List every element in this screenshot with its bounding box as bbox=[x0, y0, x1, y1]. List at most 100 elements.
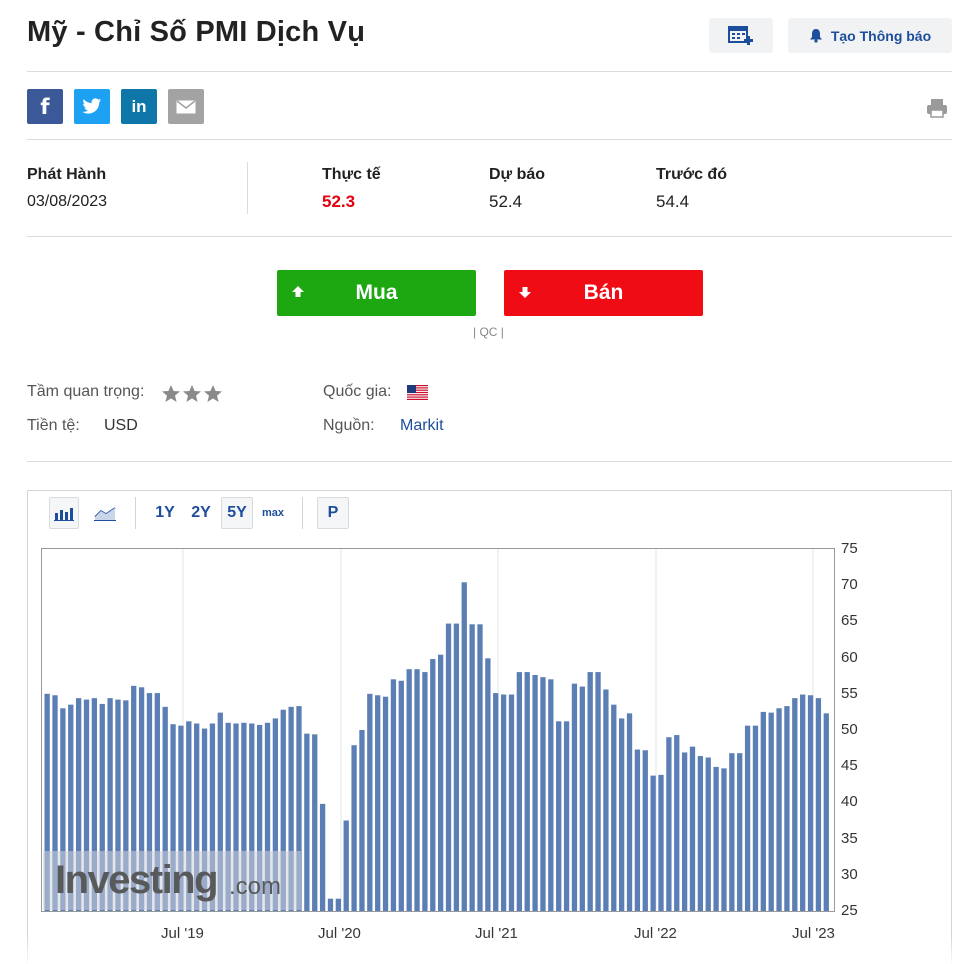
chart-bar bbox=[304, 733, 310, 911]
chart-bar bbox=[548, 679, 554, 911]
chart-bar bbox=[674, 735, 680, 911]
chart-bar bbox=[398, 680, 404, 911]
chart-bar bbox=[760, 711, 766, 911]
y-tick-label: 40 bbox=[841, 793, 858, 811]
currency-value: USD bbox=[104, 417, 138, 434]
forecast-label: Dự báo bbox=[489, 166, 546, 183]
chart-bar bbox=[335, 898, 341, 911]
star-icon bbox=[204, 385, 222, 402]
chart-bar bbox=[52, 695, 58, 911]
star-icon bbox=[183, 385, 201, 402]
chart-bar bbox=[319, 803, 326, 911]
chart-bar bbox=[619, 718, 625, 911]
pmi-bar-chart bbox=[44, 549, 829, 911]
chart-bar bbox=[390, 679, 397, 911]
chart-bar bbox=[737, 753, 743, 911]
chart-bar bbox=[807, 695, 814, 911]
chart-bar bbox=[768, 712, 774, 911]
release-label: Phát Hành bbox=[27, 166, 107, 183]
chart-panel bbox=[27, 490, 952, 964]
chart-bar bbox=[186, 721, 192, 911]
chart-bar bbox=[225, 722, 231, 911]
y-tick-label: 60 bbox=[841, 648, 858, 666]
chart-bar bbox=[375, 695, 381, 911]
twitter-share-button[interactable] bbox=[74, 89, 110, 124]
chart-bar bbox=[445, 623, 452, 911]
email-share-button[interactable] bbox=[168, 89, 204, 124]
chart-bar bbox=[438, 654, 444, 911]
chart-bar bbox=[60, 708, 66, 911]
importance-label: Tầm quan trọng: bbox=[27, 383, 145, 400]
currency-label: Tiền tệ: bbox=[27, 417, 80, 434]
forecast-value: 52.4 bbox=[489, 192, 523, 211]
chart-bar bbox=[296, 706, 302, 911]
chart-bar bbox=[524, 672, 530, 911]
chart-bar bbox=[209, 723, 216, 911]
chart-bar bbox=[642, 750, 648, 911]
importance-stars bbox=[162, 385, 222, 402]
source-link[interactable]: Markit bbox=[400, 417, 444, 434]
chart-bar bbox=[540, 677, 546, 911]
chart-bar bbox=[272, 718, 279, 911]
sell-label: Bán bbox=[583, 281, 624, 304]
chart-bar bbox=[571, 683, 578, 911]
chart-bar bbox=[406, 669, 412, 911]
calendar-add-icon bbox=[728, 25, 753, 45]
chart-bar bbox=[815, 698, 822, 911]
chart-bar bbox=[587, 672, 593, 911]
period-p-button[interactable]: P bbox=[317, 497, 349, 529]
chart-bar bbox=[469, 624, 475, 911]
create-alert-button[interactable]: Tạo Thông báo bbox=[788, 18, 952, 53]
bar-chart-toggle[interactable] bbox=[49, 497, 79, 529]
divider bbox=[27, 236, 952, 237]
line-chart-toggle[interactable] bbox=[89, 497, 121, 529]
chart-bar bbox=[99, 703, 105, 911]
chart-bar bbox=[744, 725, 751, 911]
chart-bar bbox=[382, 696, 389, 911]
chart-bar bbox=[626, 713, 633, 911]
y-tick-label: 35 bbox=[841, 829, 858, 847]
chart-bar bbox=[650, 775, 656, 911]
chart-bar bbox=[705, 757, 711, 911]
buy-button[interactable]: Mua bbox=[277, 270, 476, 316]
chart-bar bbox=[792, 698, 798, 911]
chart-bar bbox=[264, 722, 271, 911]
line-chart-icon bbox=[94, 507, 116, 521]
chart-bar bbox=[823, 713, 829, 911]
arrow-up-icon bbox=[292, 286, 304, 297]
chart-bar bbox=[500, 694, 507, 911]
range-1y-button[interactable]: 1Y bbox=[155, 504, 175, 521]
arrow-down-icon bbox=[519, 287, 531, 298]
facebook-share-button[interactable]: f bbox=[27, 89, 63, 124]
chart-bar bbox=[422, 672, 428, 911]
print-button[interactable] bbox=[926, 97, 948, 124]
sell-button[interactable]: Bán bbox=[504, 270, 703, 316]
chart-bar bbox=[123, 700, 129, 911]
chart-bar bbox=[658, 774, 664, 911]
chart-bar bbox=[784, 706, 790, 911]
chart-bar bbox=[508, 694, 515, 911]
range-5y-button[interactable]: 5Y bbox=[221, 497, 253, 529]
chart-bar bbox=[146, 693, 153, 911]
facebook-icon: f bbox=[40, 94, 50, 119]
chart-bar bbox=[461, 582, 467, 911]
range-2y-button[interactable]: 2Y bbox=[191, 504, 211, 521]
release-date: 03/08/2023 bbox=[27, 193, 108, 210]
range-max-button[interactable]: max bbox=[261, 507, 285, 519]
chart-bar bbox=[138, 687, 145, 911]
y-tick-label: 70 bbox=[841, 576, 858, 594]
add-to-calendar-button[interactable] bbox=[709, 18, 773, 53]
previous-label: Trước đó bbox=[656, 166, 727, 183]
chart-bar bbox=[556, 721, 562, 911]
chart-bar bbox=[713, 766, 719, 911]
chart-bar bbox=[44, 693, 50, 911]
linkedin-share-button[interactable]: in bbox=[121, 89, 157, 124]
chart-bar bbox=[477, 624, 483, 911]
chart-bar bbox=[430, 659, 436, 911]
us-flag-icon bbox=[407, 385, 428, 400]
chart-bar bbox=[217, 712, 223, 911]
chart-bar bbox=[288, 706, 294, 911]
chart-bar bbox=[178, 725, 184, 911]
chart-bar bbox=[327, 898, 334, 911]
chart-bar bbox=[516, 672, 522, 911]
